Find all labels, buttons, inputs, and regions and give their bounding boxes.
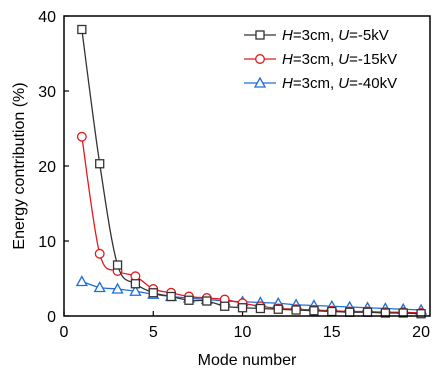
- legend-label: H=3cm, U=-5kV: [282, 27, 389, 44]
- legend-label: H=3cm, U=-40kV: [282, 75, 397, 92]
- y-tick-label: 0: [47, 309, 56, 326]
- legend-label-part: =3cm,: [293, 51, 338, 68]
- data-point-square: [148, 288, 158, 298]
- data-point-square: [112, 260, 123, 270]
- legend-marker-circle: [255, 54, 265, 64]
- y-tick-label: 30: [38, 84, 56, 101]
- data-point-square: [220, 301, 230, 311]
- data-point-square: [362, 307, 373, 317]
- legend-marker-triangle: [253, 76, 267, 88]
- data-point-square: [184, 295, 194, 305]
- data-point-triangle: [129, 284, 142, 296]
- series-circle: [76, 131, 427, 318]
- legend-label-part: H: [282, 75, 293, 92]
- series-square: [77, 24, 426, 319]
- legend-label-part: =-40kV: [349, 75, 397, 92]
- x-axis-title: Mode number: [198, 352, 297, 369]
- data-point-square: [345, 307, 355, 317]
- data-point-square: [202, 296, 212, 306]
- x-tick-label: 5: [149, 324, 158, 341]
- legend-entry: H=3cm, U=-15kV: [244, 51, 397, 68]
- plot-frame: [63, 15, 431, 317]
- x-tick-label: 10: [234, 324, 252, 341]
- data-point-square: [398, 308, 408, 318]
- data-point-square: [327, 306, 337, 317]
- data-point-square: [237, 303, 248, 313]
- data-point-square: [77, 24, 87, 35]
- legend-entry: H=3cm, U=-40kV: [244, 75, 397, 92]
- data-point-triangle: [111, 282, 124, 294]
- legend-label-part: H: [282, 51, 293, 68]
- data-point-square: [130, 279, 141, 289]
- y-tick-label: 20: [38, 159, 56, 176]
- data-point-square: [166, 291, 176, 302]
- x-tick-label: 20: [412, 324, 430, 341]
- legend-entry: H=3cm, U=-5kV: [244, 27, 389, 44]
- data-point-square: [380, 308, 391, 318]
- y-tick-label: 40: [38, 9, 56, 26]
- x-tick-label: 0: [60, 324, 69, 341]
- legend-label-part: =-5kV: [349, 27, 389, 44]
- data-point-circle: [94, 248, 105, 259]
- legend-label-part: U: [338, 27, 349, 44]
- data-point-triangle: [93, 281, 106, 293]
- legend-label-part: =3cm,: [293, 75, 338, 92]
- data-point-square: [291, 305, 301, 315]
- data-point-circle: [76, 131, 87, 142]
- data-point-square: [273, 304, 283, 314]
- legend-label: H=3cm, U=-15kV: [282, 51, 397, 68]
- data-point-square: [416, 309, 426, 319]
- legend-marker-square: [255, 30, 265, 40]
- series-line: [81, 29, 422, 315]
- legend-label-part: =-15kV: [349, 51, 397, 68]
- data-point-square: [95, 159, 105, 169]
- data-point-square: [255, 303, 266, 314]
- series-layer: [75, 24, 428, 319]
- legend-label-part: =3cm,: [293, 27, 338, 44]
- legend-label-part: U: [338, 75, 349, 92]
- y-axis-title: Energy contribution (%): [11, 82, 28, 249]
- data-point-triangle: [75, 275, 88, 287]
- ticks-layer: 0 5 10 15 20 0 10 20 30 40: [38, 9, 430, 341]
- data-point-square: [309, 306, 319, 316]
- legend-label-part: H: [282, 27, 293, 44]
- legend-label-part: U: [338, 51, 349, 68]
- x-tick-label: 15: [323, 324, 341, 341]
- y-tick-label: 10: [38, 234, 56, 251]
